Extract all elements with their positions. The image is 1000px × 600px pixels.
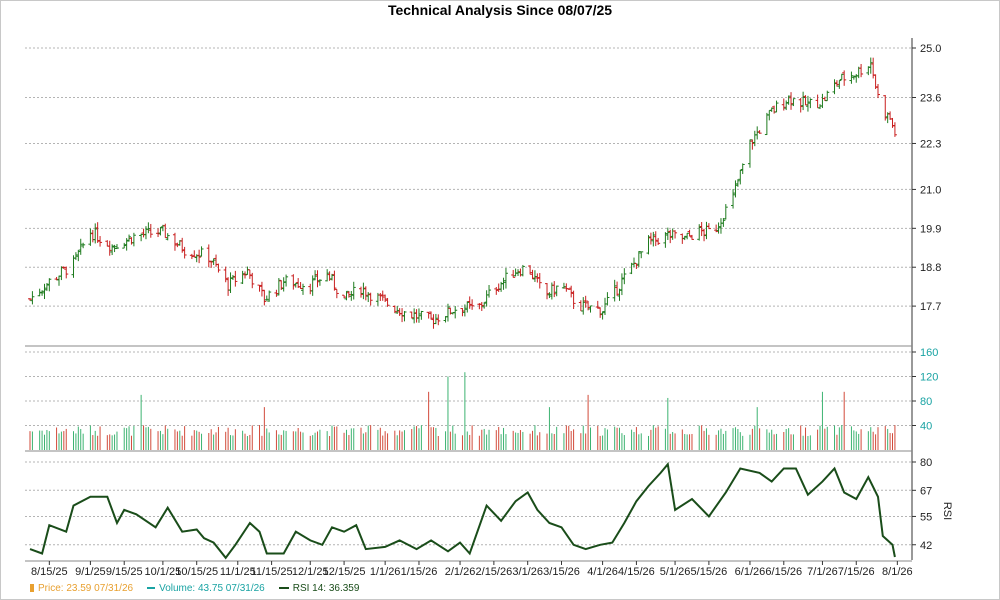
rsi-axis-label: RSI: [941, 502, 953, 520]
legend-volume: Volume: 43.75 07/31/26: [147, 583, 265, 594]
volume-tick-label: 80: [920, 396, 932, 408]
x-tick-label: 6/1/26: [735, 566, 766, 578]
price-tick-label: 23.6: [920, 93, 941, 105]
legend-volume-text: Volume: 43.75 07/31/26: [159, 582, 265, 594]
x-tick-label: 9/15/25: [106, 566, 143, 578]
x-tick-label: 4/15/26: [618, 566, 655, 578]
x-tick-label: 10/1/25: [145, 566, 182, 578]
x-tick-label: 2/15/26: [476, 566, 513, 578]
price-tick-label: 18.8: [920, 262, 941, 274]
rsi-panel: [29, 461, 896, 560]
x-tick-label: 10/15/25: [175, 566, 218, 578]
volume-grid: [25, 351, 912, 426]
x-tick-label: 8/1/26: [882, 566, 913, 578]
rsi-legend-icon: [278, 587, 289, 589]
price-tick-label: 19.9: [920, 223, 941, 235]
x-tick-label: 5/1/26: [660, 566, 691, 578]
x-tick-label: 5/15/26: [691, 566, 728, 578]
x-tick-label: 3/1/26: [512, 566, 543, 578]
legend-price: Price: 23.59 07/31/26: [30, 583, 133, 594]
axes: 17.7 18.8 19.9 21.0 22.3 23.6 25.0 40 80 120 160 42…: [25, 38, 953, 578]
price-tick-label: 21.0: [920, 184, 941, 196]
x-tick-label: 3/15/26: [543, 566, 580, 578]
x-tick-label: 4/1/26: [587, 566, 618, 578]
x-tick-label: 12/1/25: [292, 566, 329, 578]
volume-tick-label: 40: [920, 421, 932, 433]
price-panel: [28, 57, 897, 329]
volume-panel: [29, 372, 896, 450]
price-grid: [25, 47, 912, 307]
legend-rsi-text: RSI 14: 36.359: [292, 582, 360, 594]
legend-price-text: Price: 23.59 07/31/26: [38, 582, 134, 594]
chart-legend: Price: 23.59 07/31/26 Volume: 43.75 07/3…: [30, 581, 373, 595]
x-tick-label: 8/15/25: [31, 566, 68, 578]
rsi-tick-label: 67: [920, 485, 932, 497]
rsi-tick-label: 55: [920, 511, 932, 523]
price-tick-label: 17.7: [920, 301, 941, 313]
x-tick-label: 6/15/26: [765, 566, 802, 578]
price-tick-label: 25.0: [920, 43, 941, 55]
x-tick-label: 1/1/26: [370, 566, 401, 578]
rsi-tick-label: 42: [920, 540, 932, 552]
x-tick-label: 2/1/26: [445, 566, 476, 578]
x-tick-label: 11/1/25: [220, 566, 256, 578]
volume-tick-label: 120: [920, 372, 938, 384]
x-tick-label: 11/15/25: [251, 566, 293, 578]
price-tick-label: 22.3: [920, 138, 941, 150]
chart-title: Technical Analysis Since 08/07/25: [387, 2, 613, 18]
volume-tick-label: 160: [920, 347, 938, 359]
volume-legend-icon: [147, 587, 156, 589]
x-tick-label: 7/15/26: [838, 566, 875, 578]
price-legend-icon: [30, 584, 34, 592]
x-tick-label: 1/15/26: [401, 566, 438, 578]
legend-rsi: RSI 14: 36.359: [278, 582, 360, 594]
x-tick-label: 9/1/25: [75, 566, 106, 578]
x-tick-label: 12/15/25: [323, 566, 366, 578]
rsi-tick-label: 80: [920, 457, 932, 469]
rsi-line: [29, 461, 896, 560]
x-tick-label: 7/1/26: [807, 566, 838, 578]
